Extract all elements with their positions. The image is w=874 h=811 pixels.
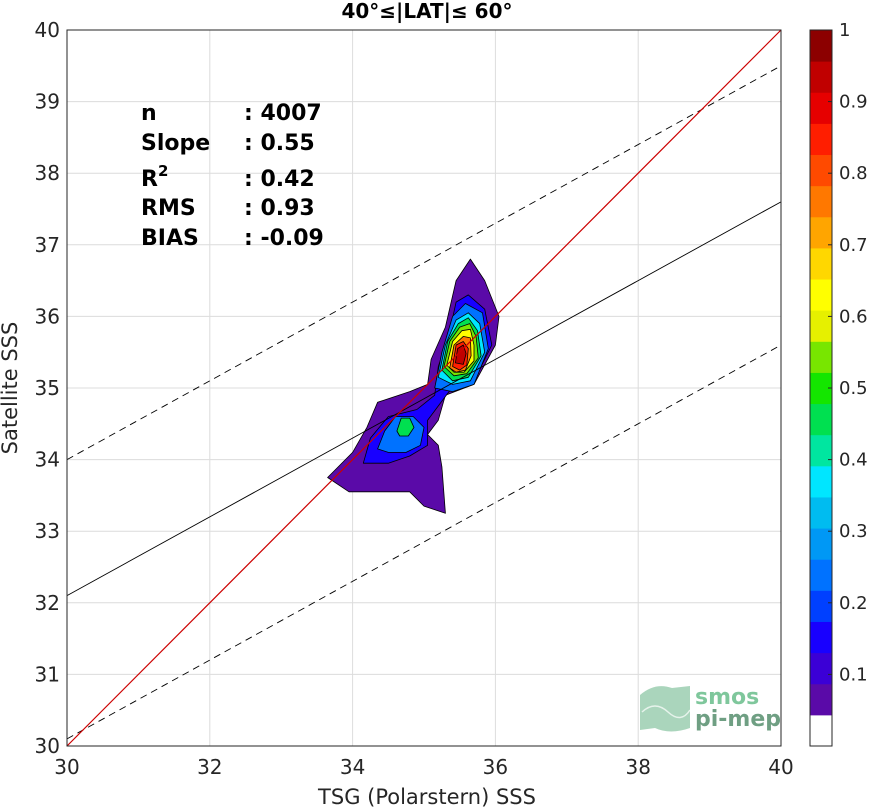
logo-graphic-wave [641,705,691,719]
x-tick-label: 32 [197,755,222,779]
density-contour [396,417,415,437]
colorbar-band [810,465,832,498]
y-tick-label: 32 [35,591,60,615]
y-tick-label: 35 [35,376,60,400]
smos-pimep-logo: smos pi-mep [640,685,781,732]
stat-value: : 0.55 [244,131,315,156]
colorbar-tick-label: 1 [839,20,850,41]
y-tick-label: 39 [35,90,60,114]
x-tick-labels: 30 32 34 36 38 40 [54,755,793,779]
colorbar-band [810,496,832,529]
colorbar-band [810,185,832,218]
colorbar-band [810,590,832,622]
colorbar-tick-label: 0.1 [839,664,868,685]
logo-text-pimep: pi-mep [695,707,781,732]
colorbar-band [810,652,832,685]
stat-value: : -0.09 [244,226,324,251]
stat-label: BIAS [141,226,199,251]
colorbar-band [810,621,832,654]
colorbar-band [810,341,832,373]
colorbar-band [810,61,832,93]
y-tick-label: 36 [35,304,60,328]
colorbar-band [810,310,832,342]
colorbar-tick-label: 0.6 [839,306,868,327]
colorbar-band [810,30,832,62]
y-tick-label: 33 [35,519,60,543]
stats-box: n : 4007 Slope : 0.55 R2 : 0.42 RMS : 0.93 BIAS:… [141,101,324,251]
identity-line [66,29,782,747]
x-axis-label: TSG (Polarstern) SSS [317,785,536,809]
colorbar-band [810,559,832,591]
colorbar-band [810,714,832,747]
density-contour [454,344,467,365]
y-tick-label: 34 [35,448,60,472]
colorbar: 0.1 0.2 0.3 0.4 0.5 0.6 0.7 0.8 0.9 1 [809,20,868,747]
stat-label: R2 [141,162,168,192]
colorbar-tick-label: 0.9 [839,92,868,113]
y-tick-label: 31 [35,662,60,686]
y-tick-labels: 30 31 32 33 34 35 36 37 38 39 40 [35,18,60,758]
colorbar-band [810,92,832,124]
regression-line [66,201,782,597]
colorbar-band [810,528,832,560]
x-tick-label: 40 [768,755,793,779]
y-tick-label: 37 [35,233,60,257]
stat-value: : 4007 [244,101,322,126]
x-tick-label: 30 [54,755,79,779]
stat-label: n [141,101,157,126]
colorbar-tick-label: 0.8 [839,163,868,184]
colorbar-band [810,154,832,187]
colorbar-band [810,247,832,280]
colorbar-tick-label: 0.3 [839,521,868,542]
density-contour [327,258,500,514]
x-tick-label: 34 [340,755,365,779]
colorbar-tick-label: 0.2 [839,593,868,614]
chart-title: 40°≤|LAT|≤ 60° [341,0,512,23]
y-tick-label: 40 [35,18,60,42]
reference-lines [66,29,782,747]
bound-dashed-line [66,65,782,460]
plot-frame [66,29,782,747]
y-tick-label: 38 [35,161,60,185]
colorbar-band [810,123,832,156]
colorbar-tick-label: 0.4 [839,450,868,471]
colorbar-band [810,372,832,405]
density-contours [327,258,500,514]
colorbar-tick-label: 0.7 [839,235,868,256]
stat-label: RMS [141,196,196,221]
x-tick-label: 36 [483,755,508,779]
logo-text-smos: smos [695,685,759,710]
x-tick-label: 38 [625,755,650,779]
stat-label: Slope [141,131,210,156]
stat-value: : 0.93 [244,196,315,221]
colorbar-band [810,434,832,467]
colorbar-band [810,683,832,716]
colorbar-band [810,279,832,311]
colorbar-band [810,216,832,249]
stat-value: : 0.42 [244,167,315,192]
bound-dashed-line [66,344,782,740]
colorbar-tick-label: 0.5 [839,378,868,399]
colorbar-band [810,403,832,436]
y-axis-label: Satellite SSS [0,322,22,455]
y-tick-label: 30 [35,734,60,758]
